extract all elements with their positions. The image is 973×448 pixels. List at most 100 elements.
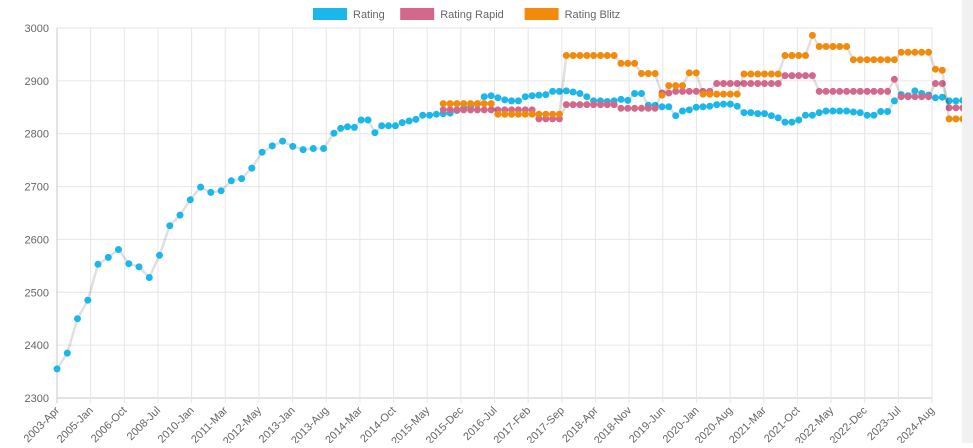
data-point[interactable] [870, 56, 878, 64]
data-point[interactable] [870, 87, 878, 95]
data-point[interactable] [802, 72, 809, 80]
data-point[interactable] [808, 111, 816, 119]
data-point[interactable] [473, 100, 481, 108]
data-point[interactable] [856, 56, 864, 64]
data-point[interactable] [549, 110, 557, 118]
data-point[interactable] [822, 43, 830, 50]
data-point[interactable] [391, 122, 399, 130]
data-point[interactable] [815, 43, 823, 50]
data-point[interactable] [890, 97, 898, 105]
data-point[interactable] [562, 87, 570, 95]
data-point[interactable] [720, 100, 727, 108]
data-point[interactable] [597, 101, 604, 109]
data-point[interactable] [938, 80, 946, 87]
data-point[interactable] [597, 52, 604, 59]
vertical-scrollbar[interactable] [962, 0, 973, 443]
data-point[interactable] [679, 87, 686, 95]
data-point[interactable] [836, 107, 844, 115]
data-point[interactable] [904, 48, 912, 56]
data-point[interactable] [672, 82, 680, 90]
data-point[interactable] [405, 117, 413, 125]
data-point[interactable] [877, 56, 885, 64]
data-point[interactable] [945, 104, 953, 112]
data-point[interactable] [569, 101, 577, 109]
data-point[interactable] [843, 87, 851, 95]
data-point[interactable] [258, 148, 266, 156]
data-point[interactable] [651, 70, 659, 77]
data-point[interactable] [562, 101, 570, 109]
data-point[interactable] [658, 103, 666, 111]
data-point[interactable] [808, 72, 816, 80]
data-point[interactable] [638, 90, 645, 97]
data-point[interactable] [651, 104, 659, 112]
data-point[interactable] [583, 101, 591, 109]
data-point[interactable] [135, 263, 143, 271]
data-point[interactable] [624, 59, 632, 67]
data-point[interactable] [897, 93, 905, 101]
data-point[interactable] [726, 80, 734, 87]
data-point[interactable] [822, 107, 830, 115]
data-point[interactable] [774, 80, 782, 87]
data-point[interactable] [104, 253, 112, 261]
data-point[interactable] [542, 91, 550, 99]
data-point[interactable] [836, 43, 844, 50]
data-point[interactable] [590, 101, 598, 109]
data-point[interactable] [856, 87, 864, 95]
data-point[interactable] [446, 106, 454, 114]
data-point[interactable] [385, 122, 392, 130]
data-point[interactable] [521, 110, 529, 118]
data-point[interactable] [480, 100, 488, 108]
data-point[interactable] [583, 52, 591, 59]
data-point[interactable] [576, 90, 584, 97]
data-point[interactable] [535, 110, 543, 118]
data-point[interactable] [658, 91, 666, 99]
data-point[interactable] [528, 110, 536, 118]
data-point[interactable] [145, 274, 153, 281]
data-point[interactable] [713, 80, 721, 87]
data-point[interactable] [863, 56, 871, 64]
data-point[interactable] [446, 100, 454, 108]
data-point[interactable] [439, 106, 447, 114]
data-point[interactable] [53, 365, 61, 373]
data-point[interactable] [309, 145, 317, 152]
data-point[interactable] [884, 56, 892, 64]
data-point[interactable] [514, 110, 522, 118]
data-point[interactable] [767, 70, 775, 78]
data-point[interactable] [829, 87, 837, 95]
data-point[interactable] [829, 107, 837, 115]
data-point[interactable] [740, 80, 748, 87]
data-point[interactable] [501, 96, 509, 104]
data-point[interactable] [931, 65, 939, 73]
data-point[interactable] [125, 260, 133, 268]
data-point[interactable] [952, 104, 960, 112]
data-point[interactable] [494, 110, 502, 118]
data-point[interactable] [911, 87, 919, 95]
data-point[interactable] [514, 97, 522, 105]
data-point[interactable] [364, 116, 372, 124]
data-point[interactable] [849, 108, 857, 116]
data-point[interactable] [945, 97, 953, 105]
data-point[interactable] [665, 82, 673, 90]
data-point[interactable] [720, 80, 727, 87]
data-point[interactable] [467, 106, 475, 114]
data-point[interactable] [884, 87, 892, 95]
data-point[interactable] [795, 52, 803, 59]
data-point[interactable] [788, 118, 796, 126]
data-point[interactable] [74, 315, 81, 323]
data-point[interactable] [94, 260, 102, 268]
data-point[interactable] [952, 97, 960, 105]
data-point[interactable] [802, 52, 809, 59]
data-point[interactable] [631, 104, 639, 112]
data-point[interactable] [320, 145, 328, 152]
data-point[interactable] [754, 70, 762, 78]
data-point[interactable] [535, 91, 543, 99]
data-point[interactable] [795, 72, 803, 80]
data-point[interactable] [617, 95, 625, 103]
data-point[interactable] [480, 93, 488, 101]
data-point[interactable] [925, 48, 933, 56]
data-point[interactable] [453, 106, 461, 114]
data-point[interactable] [890, 56, 898, 64]
data-point[interactable] [289, 142, 297, 150]
data-point[interactable] [432, 110, 440, 118]
data-point[interactable] [610, 101, 618, 109]
